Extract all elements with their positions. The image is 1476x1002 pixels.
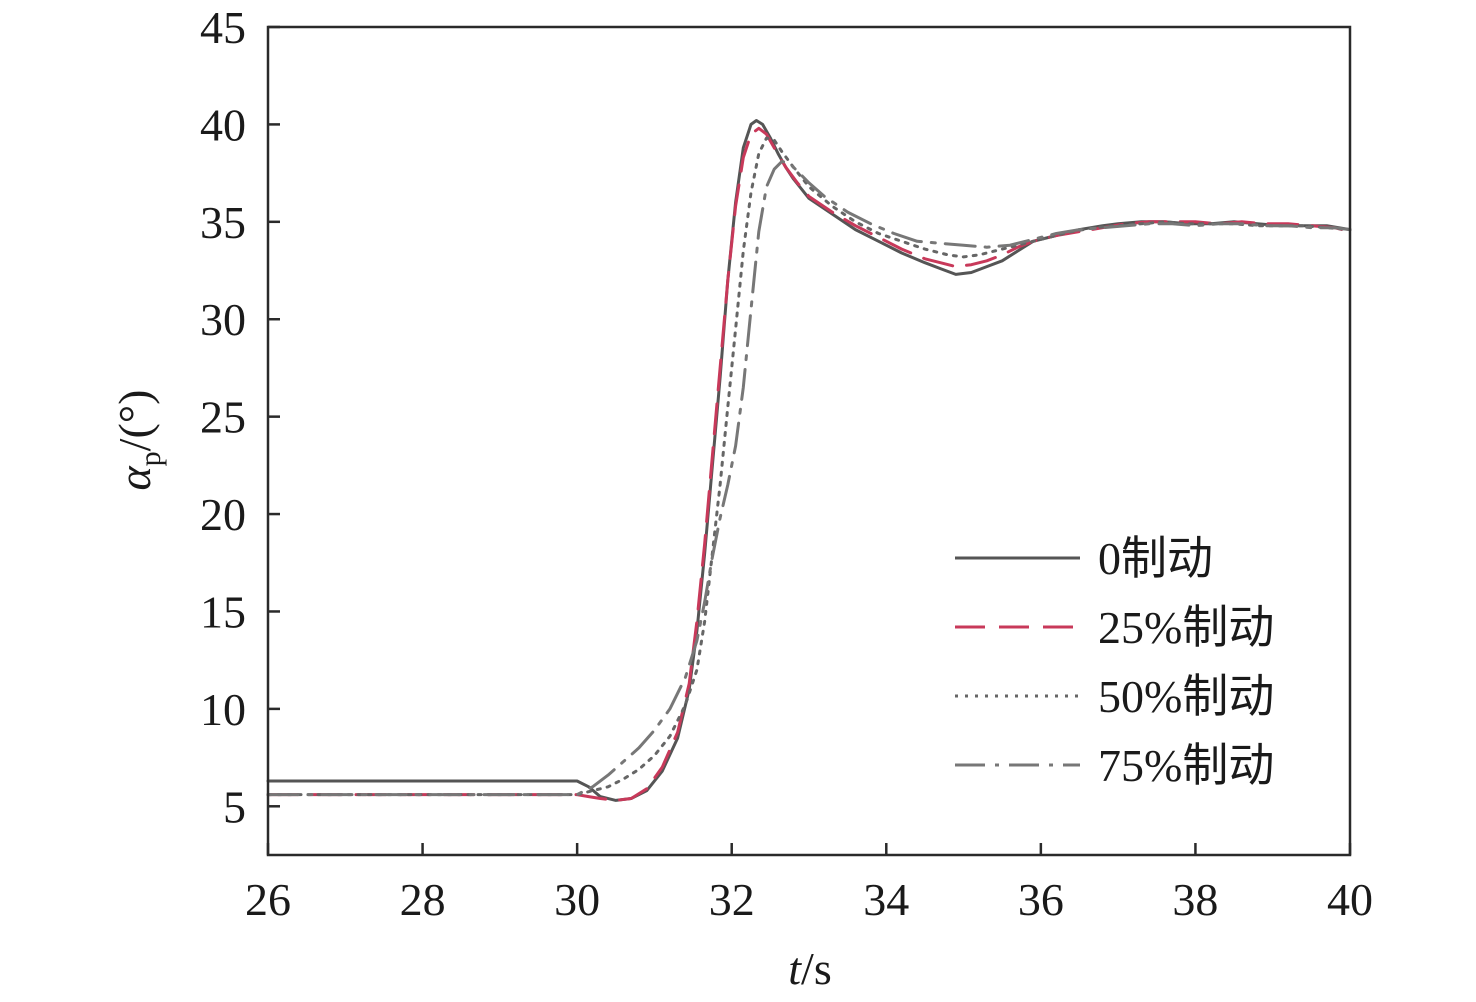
x-tick-label: 34 (863, 874, 909, 925)
y-tick-label: 40 (200, 99, 246, 150)
series-line-3 (266, 159, 1352, 797)
legend-label-1: 25%制动 (1098, 602, 1274, 653)
x-tick-label: 40 (1327, 874, 1373, 925)
series-layer (266, 119, 1352, 802)
y-tick-label: 45 (200, 2, 246, 53)
x-tick-label: 32 (709, 874, 755, 925)
plot-frame (266, 25, 1352, 857)
y-tick-label: 15 (200, 586, 246, 637)
y-tick-label: 5 (223, 781, 246, 832)
y-tick-label: 10 (200, 684, 246, 735)
y-tick-label: 20 (200, 489, 246, 540)
x-tick-label: 38 (1172, 874, 1218, 925)
x-tick-label: 36 (1018, 874, 1064, 925)
legend-label-2: 50%制动 (1098, 671, 1274, 722)
y-tick-label: 30 (200, 294, 246, 345)
legend: 0制动 25%制动 50%制动 75%制动 (955, 533, 1274, 791)
y-tick-label: 25 (200, 392, 246, 443)
x-tick-label: 26 (245, 874, 291, 925)
legend-label-0: 0制动 (1098, 533, 1213, 584)
series-line-1 (266, 126, 1352, 802)
y-axis-label: αp/(°) (109, 390, 167, 491)
legend-label-3: 75%制动 (1098, 740, 1274, 791)
x-tick-label: 30 (554, 874, 600, 925)
x-tick-label: 28 (400, 874, 446, 925)
y-tick-label: 35 (200, 197, 246, 248)
y-axis: 5 10 15 20 25 30 35 40 45 (200, 2, 280, 832)
x-axis-label: t/s (788, 943, 831, 994)
x-axis: 26 28 30 32 34 36 38 40 (245, 843, 1373, 925)
